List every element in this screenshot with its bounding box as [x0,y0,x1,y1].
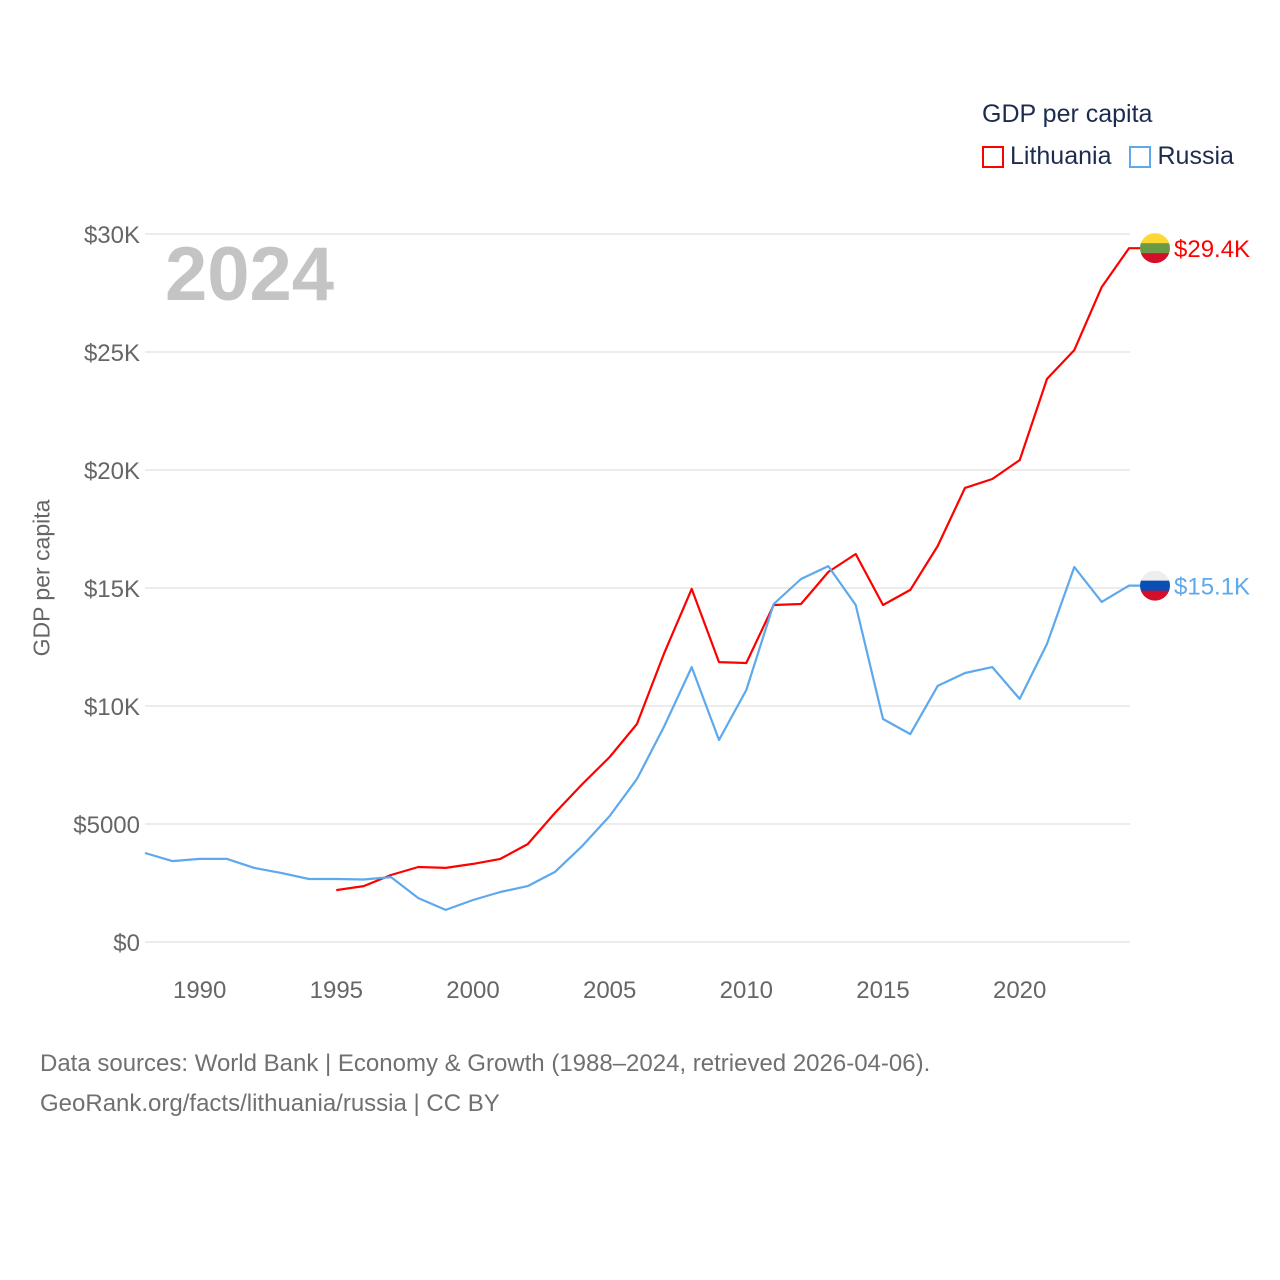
end-value-label: $15.1K [1174,574,1250,601]
series-line-lithuania [336,247,1142,892]
legend-swatch-russia [1129,145,1152,168]
y-tick-label: $10K [84,694,140,721]
x-tick-label: 1990 [173,977,226,1004]
y-axis-label: GDP per capita [28,499,55,657]
x-tick-label: 1995 [310,977,363,1004]
flag-icon-russia [1140,580,1170,592]
y-tick-label: $5000 [73,812,140,839]
flag-icon-russia [1140,590,1170,601]
x-tick-label: 2020 [993,977,1046,1004]
legend-label: Russia [1157,142,1234,170]
legend: Lithuania Russia [982,142,1234,171]
y-tick-label: $25K [84,340,140,367]
flag-icon-russia [1140,570,1170,582]
footer: Data sources: World Bank | Economy & Gro… [40,1044,930,1124]
legend-item-lithuania[interactable]: Lithuania [982,142,1111,171]
legend-item-russia[interactable]: Russia [1129,142,1234,171]
x-tick-label: 2015 [856,977,909,1004]
x-tick-label: 2000 [446,977,499,1004]
x-tick-label: 2005 [583,977,636,1004]
legend-swatch-lithuania [982,145,1004,168]
x-tick-label: 2010 [720,977,773,1004]
y-tick-label: $15K [84,576,140,603]
flag-icon-lithuania [1140,253,1170,264]
legend-title: GDP per capita [982,100,1153,128]
y-tick-label: $0 [113,930,140,957]
legend-label: Lithuania [1010,142,1112,170]
source-link[interactable]: GeoRank.org/facts/lithuania/russia | CC … [40,1090,500,1117]
flag-icon-lithuania [1140,233,1170,244]
data-sources: Data sources: World Bank | Economy & Gro… [40,1050,931,1077]
year-label: 2024 [165,232,334,317]
flag-icon-lithuania [1140,243,1170,254]
end-value-label: $29.4K [1174,236,1250,263]
y-tick-label: $20K [84,458,140,485]
series-line-russia [144,564,1142,912]
y-tick-label: $30K [84,222,140,249]
